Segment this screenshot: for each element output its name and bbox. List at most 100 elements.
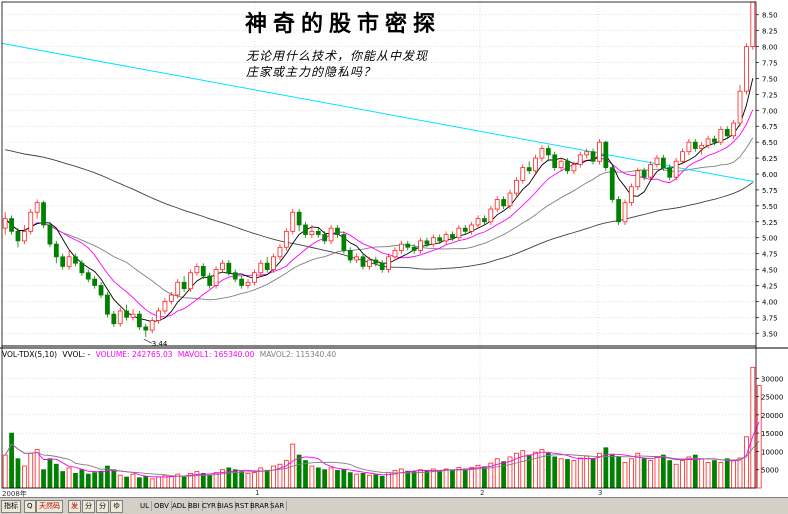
volume-bar [494, 458, 500, 489]
volume-bar [686, 456, 692, 489]
price-tick-label: 8.50 [762, 12, 778, 20]
candle [168, 291, 174, 305]
fen-button-2[interactable]: 分 [96, 500, 109, 513]
volume-bar [264, 470, 270, 489]
volume-bar [66, 467, 72, 489]
candle-body [692, 141, 698, 149]
volume-bar [34, 449, 40, 489]
candle-body [699, 144, 705, 149]
candle [354, 253, 360, 264]
volume-bar [360, 472, 366, 489]
candle [507, 189, 513, 210]
volume-bar [635, 452, 641, 489]
candle-body [220, 262, 225, 270]
candle-body [533, 157, 538, 172]
candle [98, 282, 104, 299]
candle [705, 135, 711, 149]
candle-body [73, 256, 78, 264]
candle-body [488, 208, 494, 223]
fa-button[interactable]: 发 [68, 500, 81, 513]
volume-bar [482, 466, 487, 489]
candle [335, 224, 340, 238]
candle [60, 253, 66, 270]
volume-indicator-label[interactable]: VOL-TDX(5,10) [2, 350, 58, 359]
candle-body [264, 262, 270, 270]
tianran-button[interactable]: 天然码 [36, 500, 63, 513]
indicator-taskbar: 指标 Q 天然码 发 分 分 ゆ UL OBV ADL BBI CYR BIAS… [0, 497, 788, 514]
candle [577, 151, 583, 168]
volume-bar [692, 454, 698, 489]
candle-body [79, 262, 85, 274]
volume-bar [673, 463, 679, 489]
candle-body [392, 250, 398, 258]
indicator-rst[interactable]: RST [233, 501, 252, 511]
candle-body [60, 256, 66, 267]
ma20-line [4, 137, 754, 301]
candle-body [418, 240, 423, 251]
candle [175, 279, 181, 299]
volume-bar [367, 474, 372, 489]
volume-bar [15, 458, 21, 489]
price-tick-label: 3.75 [762, 314, 778, 322]
candle [245, 279, 251, 289]
candle-body [724, 129, 730, 137]
volume-bar [130, 473, 136, 489]
candle-body [53, 243, 59, 258]
volume-bar [411, 471, 417, 489]
candle-body [315, 230, 321, 235]
query-button[interactable]: Q [24, 500, 36, 513]
volume-bar [98, 470, 104, 489]
candle-body [584, 151, 590, 156]
candle-body [283, 230, 289, 248]
candle [9, 215, 14, 235]
volume-bar [539, 449, 545, 489]
candle [622, 199, 628, 225]
price-tick-label: 6.25 [762, 155, 778, 163]
candle [290, 209, 296, 235]
indicator-ul[interactable]: UL [138, 501, 153, 511]
candle-body [47, 224, 53, 245]
fen-button-1[interactable]: 分 [82, 500, 95, 513]
volume-bar [577, 457, 583, 489]
price-tick-label: 6.00 [762, 171, 778, 179]
candle-body [341, 234, 347, 251]
indicator-bias[interactable]: BIAS [215, 501, 237, 511]
volume-bar [239, 471, 244, 489]
candle-body [335, 227, 340, 235]
indicator-cyr[interactable]: CYR [200, 501, 219, 511]
candle-body [718, 129, 724, 143]
candle-body [673, 160, 679, 178]
indicator-adl[interactable]: ADL [170, 501, 190, 511]
indicator-obv[interactable]: OBV [152, 501, 172, 511]
indicator-sar[interactable]: SAR [268, 501, 288, 511]
candle-body [443, 234, 449, 242]
candle [731, 119, 737, 139]
caption-line-1: 无论用什么技术，你能从中发现 [246, 49, 429, 63]
candle-body [469, 224, 475, 232]
volume-bar [584, 455, 590, 489]
candle-body [117, 310, 123, 325]
candle [430, 234, 436, 248]
candle-body [252, 272, 257, 283]
candle-body [545, 148, 551, 156]
misc-button[interactable]: ゆ [110, 500, 123, 513]
volume-bar [328, 467, 334, 489]
candle [41, 200, 46, 229]
candle-body [322, 234, 328, 242]
candle [744, 43, 749, 95]
candle [450, 231, 455, 241]
candle [686, 138, 692, 155]
indicator-brar[interactable]: BRAR [248, 501, 273, 511]
candle [220, 260, 225, 273]
price-tick-label: 4.50 [762, 267, 778, 275]
candle [200, 263, 206, 280]
x-label-2: 2 [480, 489, 485, 497]
x-label-1: 1 [255, 489, 260, 497]
candle [207, 272, 213, 289]
candle-body [635, 170, 641, 188]
indicator-menu-button[interactable]: 指标 [1, 500, 21, 513]
volume-bar [73, 472, 78, 489]
candle [392, 247, 398, 260]
indicator-bbi[interactable]: BBI [186, 501, 203, 511]
candle-body [232, 272, 238, 280]
